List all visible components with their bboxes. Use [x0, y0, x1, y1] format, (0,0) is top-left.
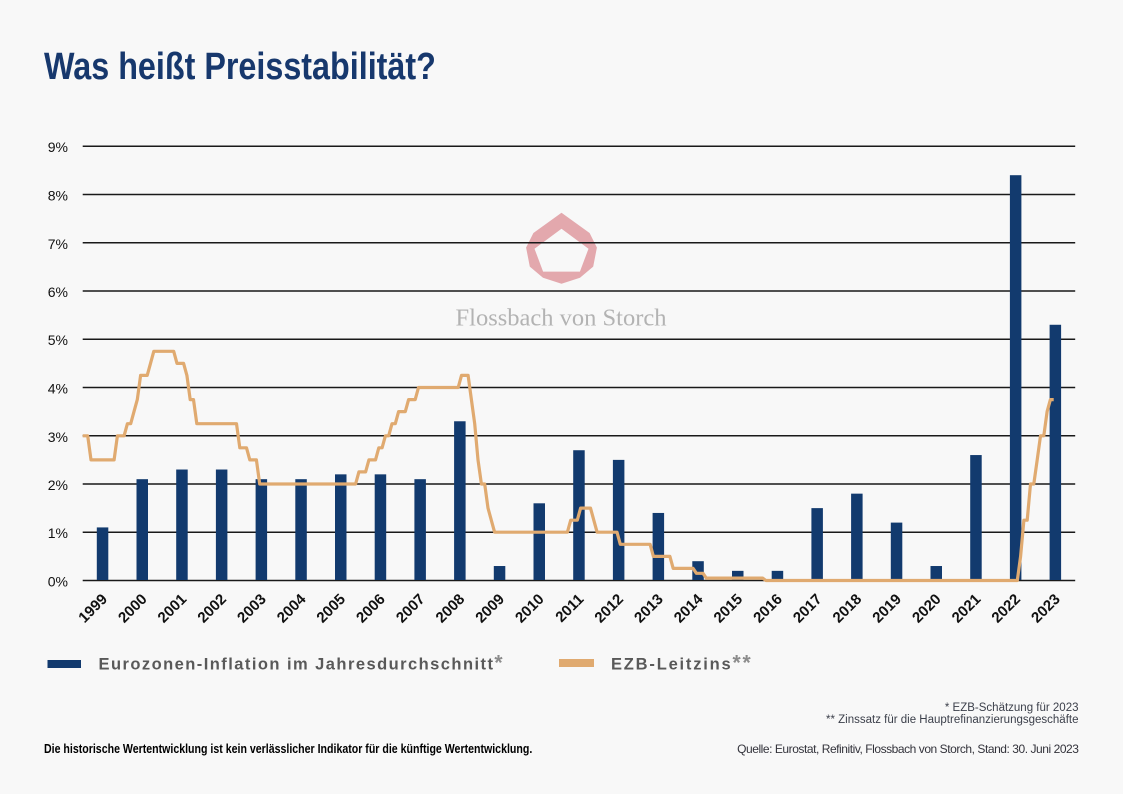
svg-text:2002: 2002 — [194, 591, 230, 627]
svg-text:2018: 2018 — [830, 591, 866, 627]
svg-text:2007: 2007 — [393, 591, 429, 627]
svg-text:2010: 2010 — [512, 591, 548, 627]
svg-text:1999: 1999 — [75, 591, 111, 627]
svg-text:2%: 2% — [48, 477, 68, 493]
svg-text:EZB-Leitzins**: EZB-Leitzins** — [611, 651, 752, 674]
svg-text:2004: 2004 — [274, 590, 310, 626]
svg-text:2006: 2006 — [353, 591, 389, 627]
svg-text:2021: 2021 — [949, 591, 985, 627]
svg-text:0%: 0% — [48, 574, 68, 590]
svg-text:2009: 2009 — [472, 591, 508, 627]
svg-text:2000: 2000 — [115, 591, 151, 627]
svg-text:2016: 2016 — [750, 591, 786, 627]
svg-text:2015: 2015 — [711, 591, 747, 627]
svg-text:8%: 8% — [48, 188, 68, 204]
svg-text:2020: 2020 — [909, 591, 945, 627]
svg-text:2023: 2023 — [1028, 591, 1064, 627]
svg-text:2001: 2001 — [155, 591, 191, 627]
svg-text:2022: 2022 — [988, 591, 1024, 627]
svg-text:1%: 1% — [48, 525, 68, 541]
svg-text:2012: 2012 — [591, 591, 627, 627]
svg-text:2011: 2011 — [552, 591, 587, 626]
svg-text:2013: 2013 — [631, 591, 667, 627]
svg-text:2014: 2014 — [671, 590, 707, 626]
svg-text:2017: 2017 — [790, 591, 826, 627]
svg-text:4%: 4% — [48, 381, 68, 397]
svg-text:5%: 5% — [48, 332, 68, 348]
svg-text:2008: 2008 — [433, 591, 469, 627]
svg-text:Flossbach von Storch: Flossbach von Storch — [456, 305, 667, 332]
svg-text:9%: 9% — [48, 139, 68, 155]
svg-text:Eurozonen-Inflation im Jahresd: Eurozonen-Inflation im Jahresdurchschnit… — [99, 651, 505, 674]
svg-text:3%: 3% — [48, 429, 68, 445]
svg-text:7%: 7% — [48, 236, 68, 252]
svg-text:2003: 2003 — [234, 591, 270, 627]
svg-text:6%: 6% — [48, 284, 68, 300]
svg-text:2019: 2019 — [869, 591, 905, 627]
svg-text:2005: 2005 — [313, 591, 349, 627]
